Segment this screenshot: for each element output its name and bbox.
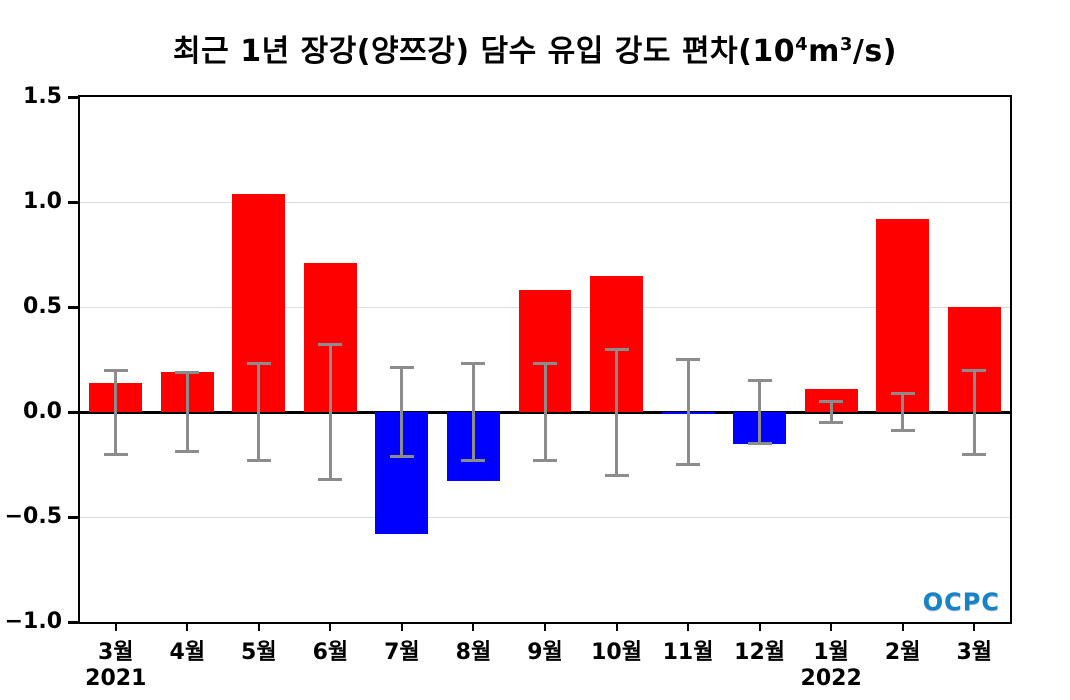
- error-bar-cap-top: [175, 370, 200, 374]
- x-axis-tick: [758, 624, 761, 631]
- error-bar-cap-top: [461, 362, 486, 366]
- x-axis-tick-label: 9월: [527, 640, 563, 665]
- error-bar-cap-top: [819, 400, 844, 403]
- y-axis-tick-label: 0.0: [23, 399, 62, 424]
- gridline: [80, 517, 1010, 518]
- y-axis-tick-label: 1.0: [23, 189, 62, 214]
- bar-positive: [876, 218, 930, 412]
- x-axis-tick: [186, 624, 189, 631]
- x-axis-tick: [114, 624, 117, 631]
- error-bar-cap-bottom: [676, 463, 701, 466]
- error-bar-cap-bottom: [389, 454, 414, 458]
- y-axis-tick: [68, 200, 78, 204]
- x-axis-tick: [901, 624, 904, 631]
- error-bar-line: [257, 363, 261, 461]
- error-bar-cap-top: [604, 347, 629, 351]
- y-axis-tick: [68, 410, 78, 414]
- x-axis-tick: [257, 624, 260, 631]
- y-axis-tick: [68, 515, 78, 519]
- x-axis-tick-label: 1월: [813, 640, 849, 665]
- x-axis-tick: [687, 624, 690, 631]
- error-bar-cap-bottom: [890, 429, 915, 433]
- error-bar-cap-bottom: [604, 473, 629, 477]
- error-bar-cap-bottom: [246, 458, 271, 462]
- error-bar-line: [901, 393, 905, 431]
- x-axis-year-label: 2021: [85, 666, 147, 691]
- x-axis-tick-label: 5월: [241, 640, 277, 665]
- error-bar-line: [543, 363, 547, 461]
- ocpc-logo: OCPC: [922, 588, 1000, 616]
- chart-title-superscript-4: 4: [795, 34, 809, 55]
- x-axis-tick: [615, 624, 618, 631]
- error-bar-line: [829, 401, 833, 423]
- error-bar-cap-top: [747, 379, 772, 382]
- error-bar-cap-bottom: [175, 450, 200, 454]
- error-bar-line: [972, 370, 976, 454]
- error-bar-cap-bottom: [819, 421, 844, 424]
- x-axis-tick-label: 6월: [312, 640, 349, 665]
- error-bar-cap-top: [389, 366, 414, 370]
- y-axis-tick: [68, 95, 78, 99]
- chart-title-text: 최근 1년 장강(양쯔강) 담수 유입 강도 편차(10: [173, 34, 796, 69]
- x-axis-tick-label: 4월: [169, 640, 206, 665]
- x-axis-tick: [830, 624, 833, 631]
- chart-title-unit-end: /s): [852, 34, 897, 69]
- chart-title-unit-m: m: [808, 34, 840, 69]
- chart-title: 최근 1년 장강(양쯔강) 담수 유입 강도 편차(104m3/s): [0, 26, 1070, 70]
- error-bar-line: [686, 359, 690, 465]
- error-bar-cap-bottom: [962, 452, 987, 456]
- y-axis-tick-label: −1.0: [4, 609, 62, 634]
- x-axis-tick: [400, 624, 403, 631]
- error-bar-line: [400, 367, 404, 457]
- x-axis-tick-label: 3월: [97, 640, 134, 665]
- x-axis-tick: [472, 624, 475, 631]
- x-axis-tick-label: 8월: [455, 640, 492, 665]
- x-axis-year-label: 2022: [800, 666, 862, 691]
- y-axis-tick: [68, 305, 78, 309]
- x-axis-tick-label: 3월: [956, 640, 992, 665]
- chart-title-superscript-3: 3: [839, 34, 853, 55]
- error-bar-cap-bottom: [533, 458, 557, 462]
- error-bar-cap-bottom: [461, 458, 486, 462]
- x-axis-tick: [544, 624, 546, 631]
- error-bar-cap-top: [676, 358, 701, 361]
- error-bar-cap-top: [962, 368, 987, 372]
- x-axis-tick-label: 10월: [591, 640, 642, 665]
- x-axis-tick: [329, 624, 332, 631]
- error-bar-cap-top: [533, 362, 557, 366]
- x-axis-tick-label: 11월: [662, 640, 714, 665]
- plot-area: OCPC −1.0 −0.5 0.0 0.5 1.0 1.5 3월 2021 4월 5월 6월 7월 8…: [5, 84, 1012, 691]
- x-axis-tick-label: 2월: [884, 640, 921, 665]
- error-bar-cap-bottom: [103, 452, 128, 456]
- error-bar-line: [471, 363, 475, 461]
- x-axis-tick-label: 12월: [734, 640, 786, 665]
- error-bar-cap-top: [246, 362, 271, 366]
- error-bar-line: [185, 372, 189, 452]
- error-bar-cap-bottom: [747, 442, 772, 445]
- error-bar-line: [114, 370, 118, 454]
- error-bar-cap-bottom: [318, 477, 343, 481]
- error-bar-line: [758, 380, 762, 444]
- y-axis-tick-label: −0.5: [4, 504, 62, 529]
- error-bar-cap-top: [318, 343, 343, 347]
- x-axis-tick-label: 7월: [384, 640, 420, 665]
- y-axis-tick-label: 1.5: [23, 84, 62, 109]
- error-bar-line: [328, 344, 332, 480]
- x-axis-tick: [973, 624, 976, 631]
- y-axis-tick-label: 0.5: [23, 294, 62, 319]
- error-bar-line: [615, 349, 619, 475]
- error-bar-cap-top: [103, 368, 128, 372]
- gridline: [80, 202, 1010, 203]
- error-bar-cap-top: [890, 391, 915, 395]
- y-axis-tick: [68, 620, 78, 624]
